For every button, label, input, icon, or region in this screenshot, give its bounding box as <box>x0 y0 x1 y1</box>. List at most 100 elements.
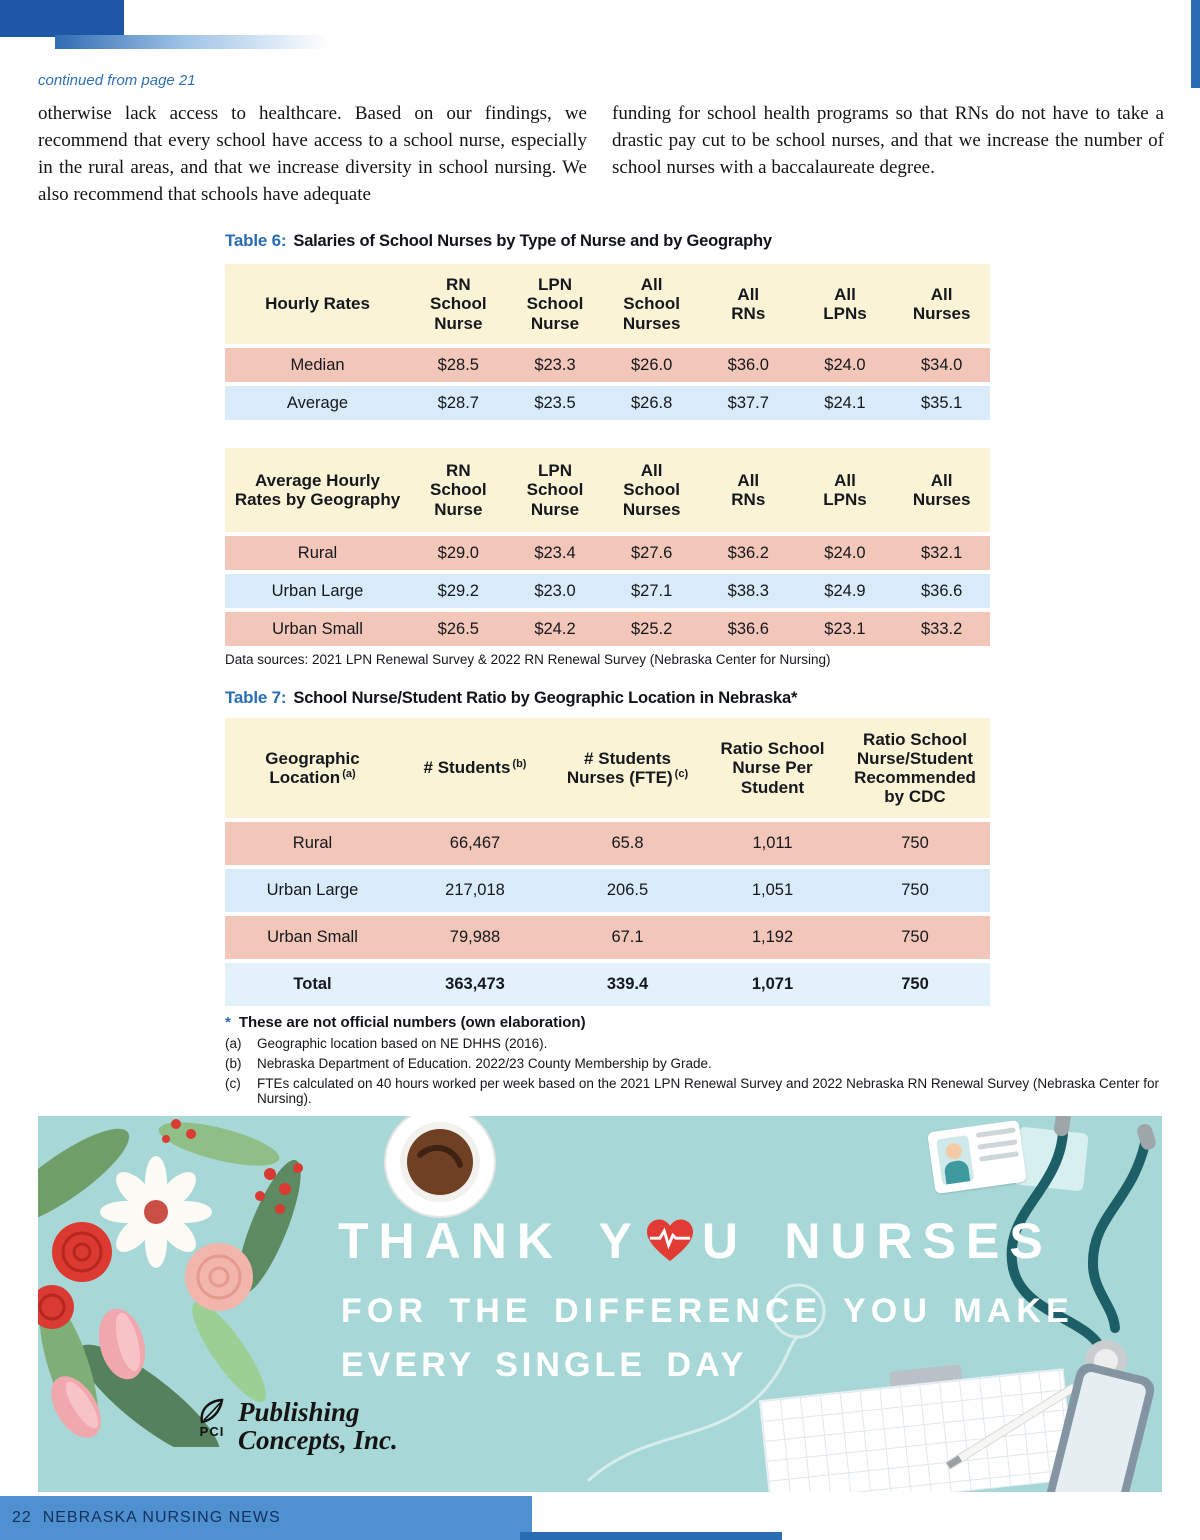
table-row: Urban Large $29.2 $23.0 $27.1 $38.3 $24.… <box>225 574 990 608</box>
table-cell: $27.6 <box>603 536 700 570</box>
footnote-c-text: FTEs calculated on 40 hours worked per w… <box>257 1076 1159 1106</box>
table-cell: $23.3 <box>506 348 604 382</box>
publisher-name-bottom: Concepts, Inc. <box>238 1425 398 1456</box>
table-cell: $33.2 <box>893 612 990 646</box>
table-cell: $24.0 <box>796 348 894 382</box>
body-column-left: otherwise lack access to healthcare. Bas… <box>38 103 587 206</box>
table-cell: 1,011 <box>705 822 840 865</box>
table6-title: Table 6: Salaries of School Nurses by Typ… <box>225 231 772 251</box>
column-header-sup: (a) <box>342 768 356 780</box>
thank-you-nurses-ad: THANK Y U NURSES FOR THE DIFFERENCE YOU … <box>38 1116 1162 1492</box>
pink-rose-icon <box>185 1243 253 1311</box>
column-header: Ratio School Nurse/Student Recommended b… <box>840 718 990 818</box>
table-row: Median $28.5 $23.3 $26.0 $36.0 $24.0 $34… <box>225 348 990 382</box>
table-cell: $36.6 <box>893 574 990 608</box>
table-row: Rural $29.0 $23.4 $27.6 $36.2 $24.0 $32.… <box>225 536 990 570</box>
heart-icon <box>646 1219 693 1262</box>
table-row: Urban Small $26.5 $24.2 $25.2 $36.6 $23.… <box>225 612 990 646</box>
footnote-b-marker: (b) <box>225 1056 242 1071</box>
publisher-name: Publishing Concepts, Inc. <box>238 1398 398 1455</box>
footer-bar: 22 NEBRASKA NURSING NEWS <box>0 1496 532 1540</box>
column-header: Hourly Rates <box>225 264 410 344</box>
column-header: All RNs <box>699 264 797 344</box>
table-header-row: Geographic Location (a) # Students (b) # S… <box>225 718 990 818</box>
top-gradient-bar <box>55 35 340 49</box>
table-row: Urban Small 79,988 67.1 1,192 750 <box>225 916 990 959</box>
table7-title: Table 7: School Nurse/Student Ratio by Ge… <box>225 688 797 708</box>
column-header: RN School Nurse <box>410 448 507 532</box>
table7-nurse-student-ratio: Geographic Location (a) # Students (b) # S… <box>225 714 990 1010</box>
table-cell: 66,467 <box>400 822 550 865</box>
publisher-leaf-mark: PCI <box>196 1398 228 1439</box>
table7-label: Table 7: <box>225 688 287 707</box>
footer-bottom-strip <box>520 1532 782 1540</box>
table-cell: $29.0 <box>410 536 507 570</box>
column-header: # Students (b) <box>400 718 550 818</box>
table-cell: $28.5 <box>410 348 507 382</box>
table6-title-text: Salaries of School Nurses by Type of Nur… <box>293 232 772 250</box>
table-cell: 65.8 <box>550 822 705 865</box>
column-header-text: # Students <box>423 758 511 778</box>
column-header: All Nurses <box>893 264 990 344</box>
table-cell: 339.4 <box>550 963 705 1006</box>
column-header-text: Geographic Location <box>265 748 360 787</box>
table-cell: 750 <box>840 869 990 912</box>
body-column-right: funding for school health programs so th… <box>612 103 1164 179</box>
table-cell: $34.0 <box>893 348 990 382</box>
table-header-row: Average Hourly Rates by Geography RN Sch… <box>225 448 990 532</box>
table-cell: $38.3 <box>699 574 797 608</box>
table-cell: 1,071 <box>705 963 840 1006</box>
table-cell: $24.1 <box>796 386 894 420</box>
footnote-star-marker: * <box>225 1014 231 1031</box>
row-label-cell: Average <box>225 386 410 420</box>
white-daisy-icon <box>100 1156 212 1268</box>
table-cell: $26.5 <box>410 612 507 646</box>
ad-subline-1: FOR THE DIFFERENCE YOU MAKE <box>341 1292 1074 1330</box>
table-row: Urban Large 217,018 206.5 1,051 750 <box>225 869 990 912</box>
column-header: # Students Nurses (FTE) (c) <box>550 718 705 818</box>
footnote-b-text: Nebraska Department of Education. 2022/2… <box>257 1056 712 1071</box>
column-header-text: Ratio School Nurse Per Student <box>720 739 825 797</box>
coffee-cup-icon <box>384 1116 496 1218</box>
column-header: Geographic Location (a) <box>225 718 400 818</box>
footnote-a-text: Geographic location based on NE DHHS (20… <box>257 1036 548 1051</box>
row-label-cell: Rural <box>225 536 410 570</box>
table-row: Rural 66,467 65.8 1,011 750 <box>225 822 990 865</box>
table6-label: Table 6: <box>225 231 287 250</box>
column-header: All Nurses <box>893 448 990 532</box>
column-header-sup: (b) <box>512 758 527 771</box>
table-cell: $23.5 <box>506 386 604 420</box>
column-header-sup: (c) <box>674 768 689 780</box>
table-cell: 79,988 <box>400 916 550 959</box>
table-cell: 750 <box>840 822 990 865</box>
publisher-abbr: PCI <box>199 1424 225 1439</box>
table-cell: $23.1 <box>796 612 894 646</box>
stethoscope-icon <box>1006 1116 1156 1382</box>
table-cell: 750 <box>840 963 990 1006</box>
table-cell: $36.0 <box>699 348 797 382</box>
table7-title-text: School Nurse/Student Ratio by Geographic… <box>293 689 798 707</box>
column-header: All LPNs <box>796 264 894 344</box>
column-header: Ratio School Nurse Per Student <box>705 718 840 818</box>
table-cell: 67.1 <box>550 916 705 959</box>
table-cell: $35.1 <box>893 386 990 420</box>
publisher-name-top: Publishing <box>238 1397 360 1427</box>
table6-hourly-rates: Hourly Rates RN School Nurse LPN School … <box>225 260 990 424</box>
table-row: Average $28.7 $23.5 $26.8 $37.7 $24.1 $3… <box>225 386 990 420</box>
footnote-c-marker: (c) <box>225 1076 241 1091</box>
table-cell: 217,018 <box>400 869 550 912</box>
table-cell: 750 <box>840 916 990 959</box>
table-cell: $24.2 <box>506 612 604 646</box>
table-cell: $24.9 <box>796 574 894 608</box>
table-cell: 363,473 <box>400 963 550 1006</box>
row-label-cell: Urban Large <box>225 574 410 608</box>
row-label-cell: Urban Small <box>225 916 400 959</box>
red-rose-icon <box>38 1222 112 1329</box>
table-cell: $29.2 <box>410 574 507 608</box>
publisher-logo: PCI Publishing Concepts, Inc. <box>196 1398 398 1455</box>
table-cell: 1,051 <box>705 869 840 912</box>
ad-headline-prefix: THANK Y <box>338 1213 642 1269</box>
table-cell: $26.8 <box>603 386 700 420</box>
column-header: All School Nurses <box>603 264 700 344</box>
